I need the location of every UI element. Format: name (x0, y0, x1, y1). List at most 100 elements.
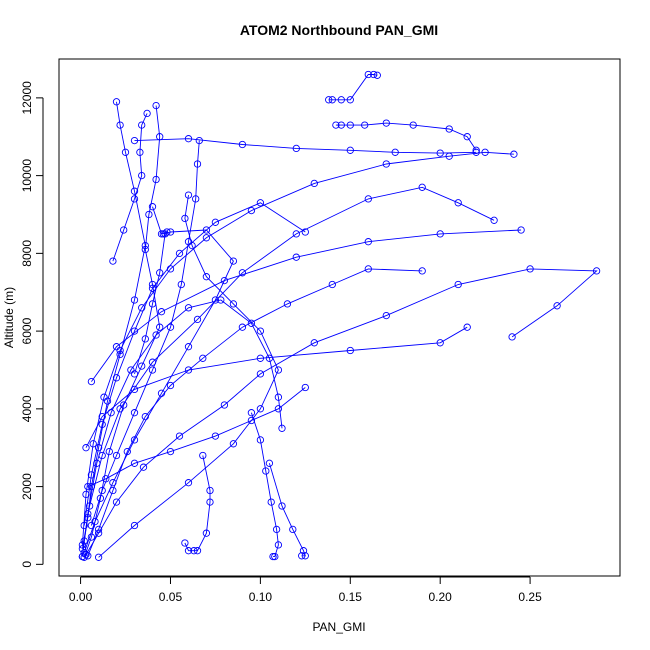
data-point (130, 521, 139, 530)
x-tick-label: 0.20 (429, 590, 453, 604)
data-point (130, 187, 139, 195)
data-point (156, 323, 164, 331)
data-point (157, 230, 166, 238)
data-point (199, 451, 207, 460)
data-point (94, 525, 103, 534)
data-point (256, 436, 265, 444)
data-point (112, 98, 121, 106)
data-point (91, 517, 99, 526)
data-point (82, 490, 90, 499)
data-point (78, 552, 87, 561)
x-axis: 0.00 0.05 0.10 0.15 0.20 0.25 (69, 576, 542, 604)
data-point (202, 273, 211, 281)
data-point (184, 304, 193, 312)
data-point (123, 447, 131, 456)
data-series (130, 203, 171, 378)
data-point (553, 302, 561, 310)
data-point (184, 547, 193, 555)
data-point (84, 510, 92, 518)
data-point (454, 199, 462, 207)
data-series (82, 265, 601, 559)
data-point (409, 121, 417, 129)
data-point (184, 343, 193, 351)
data-point (130, 409, 139, 417)
y-tick-label: 6000 (20, 317, 34, 344)
series-line (184, 455, 211, 552)
data-series (325, 70, 381, 104)
data-point (82, 444, 90, 452)
data-point (130, 327, 139, 335)
data-point (145, 210, 153, 219)
data-point (166, 228, 175, 236)
data-point (112, 498, 121, 506)
data-point (195, 136, 203, 145)
data-point (283, 300, 292, 308)
series-line (250, 412, 279, 558)
data-point (247, 319, 256, 327)
data-point (269, 552, 277, 561)
data-point (463, 133, 471, 141)
data-series (109, 109, 151, 265)
data-point (136, 148, 144, 156)
data-point (120, 226, 128, 234)
data-point (346, 96, 354, 104)
data-point (98, 420, 106, 429)
data-point (84, 482, 92, 491)
data-point (94, 444, 103, 452)
data-point (112, 343, 121, 351)
data-point (262, 467, 270, 475)
x-tick-label: 0.15 (339, 590, 363, 604)
series-line (85, 326, 468, 448)
data-point (161, 230, 169, 238)
plot-area (78, 70, 601, 561)
data-point (84, 552, 92, 560)
data-point (289, 525, 297, 534)
y-tick-label: 8000 (20, 240, 34, 267)
data-point (267, 498, 275, 506)
data-point (175, 432, 184, 440)
data-point (310, 339, 318, 347)
plot-frame (58, 58, 621, 577)
data-point (220, 401, 229, 409)
series-line (83, 202, 306, 526)
data-series (78, 183, 498, 553)
x-axis-label: PAN_GMI (312, 620, 365, 634)
data-point (109, 257, 117, 265)
series-line (85, 268, 598, 555)
y-tick-label: 4000 (20, 395, 34, 422)
data-point (116, 121, 124, 129)
data-point (105, 447, 113, 456)
data-point (166, 381, 175, 390)
data-point (141, 412, 149, 421)
data-point (163, 228, 171, 236)
data-series (84, 265, 426, 560)
data-point (130, 136, 139, 145)
data-point (112, 451, 121, 460)
y-tick-label: 2000 (20, 473, 34, 500)
data-point (346, 346, 354, 355)
data-point (87, 533, 96, 541)
data-point (87, 521, 96, 530)
data-point (177, 280, 185, 289)
data-point (265, 354, 274, 362)
data-point (190, 547, 198, 555)
data-point (138, 304, 146, 312)
data-point (247, 416, 256, 425)
data-series (80, 101, 164, 561)
data-point (247, 206, 256, 215)
data-point (299, 547, 308, 555)
data-point (148, 203, 157, 211)
data-point (184, 479, 193, 487)
data-point (130, 195, 139, 203)
data-point (211, 296, 220, 304)
data-point (193, 547, 202, 555)
data-point (472, 146, 480, 154)
data-point (193, 160, 202, 168)
data-point (481, 148, 489, 156)
data-point (364, 265, 372, 273)
series-line (91, 229, 522, 382)
data-point (418, 183, 426, 191)
data-point (328, 96, 336, 104)
data-point (463, 323, 471, 331)
